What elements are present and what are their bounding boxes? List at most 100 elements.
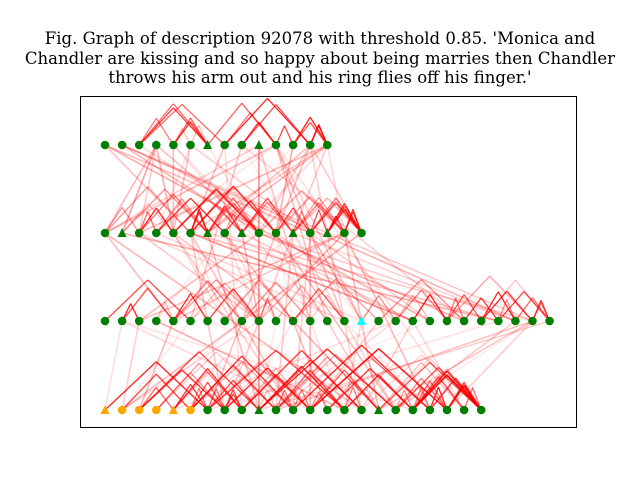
- graph-edge: [121, 320, 414, 411]
- graph-edge: [275, 232, 397, 411]
- graph-edge: [172, 189, 217, 234]
- graph-edge: [275, 144, 465, 411]
- graph-edge: [309, 144, 363, 234]
- graph-edge: [292, 210, 311, 234]
- graph-edge: [523, 291, 551, 322]
- graph-edge: [480, 297, 499, 322]
- graph-node: [391, 405, 401, 415]
- graph-edge: [155, 207, 174, 234]
- graph-edge: [309, 196, 345, 234]
- graph-edge: [147, 202, 174, 234]
- graph-edge: [223, 144, 243, 411]
- graph-edge: [155, 320, 345, 411]
- graph-edge: [326, 320, 380, 411]
- graph-edge: [104, 144, 277, 234]
- graph-edge: [301, 349, 362, 411]
- graph-edge: [104, 144, 431, 322]
- graph-edge: [172, 107, 209, 146]
- graph-edge: [343, 320, 363, 411]
- graph-edge: [223, 232, 260, 322]
- graph-edge: [215, 279, 260, 322]
- graph-edge: [121, 320, 140, 411]
- graph-edge: [506, 290, 533, 322]
- graph-edge: [292, 232, 311, 411]
- graph-edge: [309, 202, 337, 234]
- graph-edge: [378, 320, 533, 411]
- graph-node-triangle: [100, 405, 110, 414]
- graph-node: [117, 140, 127, 150]
- graph-edge: [181, 103, 226, 146]
- graph-edge: [190, 232, 414, 322]
- graph-edge: [343, 362, 397, 411]
- graph-edge: [155, 200, 183, 234]
- graph-edge: [104, 144, 260, 234]
- graph-node-triangle: [168, 405, 178, 414]
- graph-edge: [138, 320, 175, 411]
- graph-edge: [190, 232, 414, 322]
- graph-edge: [215, 189, 260, 234]
- graph-edge: [172, 232, 294, 411]
- graph-edge: [198, 125, 209, 146]
- graph-edge: [206, 232, 260, 411]
- graph-node: [357, 228, 366, 238]
- graph-edge: [121, 144, 260, 234]
- graph-node: [305, 405, 315, 415]
- graph-edge: [395, 289, 422, 322]
- graph-edge: [275, 295, 294, 322]
- graph-edge: [326, 368, 371, 411]
- graph-edge: [207, 379, 234, 411]
- graph-edge: [292, 211, 303, 234]
- graph-edge: [241, 144, 397, 411]
- graph-edge: [121, 144, 158, 234]
- graph-edge: [395, 320, 516, 411]
- graph-edge: [189, 232, 226, 322]
- graph-edge: [258, 210, 277, 234]
- graph-edge: [172, 193, 209, 234]
- graph-node: [425, 316, 435, 326]
- graph-edge: [224, 232, 414, 322]
- graph-edge: [318, 209, 328, 234]
- graph-node: [288, 405, 298, 415]
- graph-edge: [292, 116, 311, 146]
- graph-edge: [241, 320, 294, 411]
- graph-edge: [275, 366, 320, 411]
- graph-node: [511, 316, 520, 326]
- graph-edge: [104, 186, 149, 234]
- graph-edge: [420, 289, 448, 322]
- graph-edge: [258, 365, 303, 411]
- graph-edge: [275, 281, 311, 322]
- graph-edge: [343, 320, 431, 411]
- graph-edge: [232, 375, 260, 411]
- graph-edge: [207, 144, 311, 234]
- graph-node: [305, 140, 315, 150]
- nodes-group: [100, 140, 554, 415]
- graph-edge: [318, 202, 345, 234]
- graph-node: [220, 228, 229, 238]
- graph-edge: [155, 361, 209, 411]
- graph-edge: [241, 373, 277, 411]
- graph-edge: [104, 144, 157, 234]
- graph-edge: [190, 185, 234, 234]
- title-line-2: Chandler are kissing and so happy about …: [24, 48, 616, 68]
- graph-edge: [181, 200, 209, 234]
- graph-edge: [189, 381, 209, 411]
- graph-edge: [258, 232, 516, 322]
- graph-edge: [138, 103, 183, 146]
- graph-edge: [138, 144, 328, 234]
- graph-edge: [275, 369, 311, 411]
- graph-edge: [275, 144, 329, 322]
- graph-edge: [207, 320, 414, 411]
- graph-node: [100, 228, 110, 238]
- graph-edge: [190, 186, 234, 234]
- graph-edge: [121, 320, 311, 411]
- graph-edge: [241, 367, 277, 411]
- graph-edge: [121, 288, 149, 322]
- graph-edge: [420, 279, 465, 322]
- graph-edge: [275, 281, 311, 322]
- graph-edge: [258, 362, 311, 411]
- graph-node: [442, 405, 452, 415]
- graph-node: [254, 316, 264, 326]
- graph-edge: [309, 320, 380, 411]
- graph-edge: [292, 320, 380, 411]
- graph-edge: [335, 353, 397, 411]
